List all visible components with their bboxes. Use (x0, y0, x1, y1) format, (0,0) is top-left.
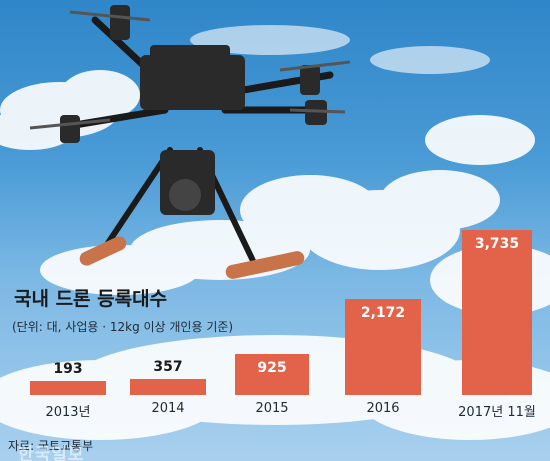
bar-1 (130, 379, 206, 395)
source-note: 자료: 국토교통부 (8, 439, 94, 453)
watermark-logo: 한국일보 (18, 445, 85, 461)
bar-value-label-2: 925 (257, 360, 287, 377)
category-label-2: 2015 (255, 401, 289, 416)
bar-value-label-0: 193 (53, 361, 83, 377)
bar-value-label-3: 2,172 (360, 305, 406, 322)
bar-value-label-1: 357 (153, 359, 183, 376)
bar-2 (235, 354, 309, 395)
bar-value-label-4: 3,735 (474, 236, 520, 252)
category-label-0: 2013년 (45, 405, 91, 420)
bar-0 (30, 381, 106, 395)
category-label-3: 2016 (366, 401, 400, 416)
chart-subtitle: (단위: 대, 사업용 · 12kg 이상 개인용 기준) (12, 320, 234, 334)
chart-title: 국내 드론 등록대수 (14, 288, 168, 310)
category-label-4: 2017년 11월 (458, 405, 536, 420)
category-label-1: 2014 (151, 401, 185, 416)
bar-4 (462, 230, 532, 395)
bar-3 (345, 299, 421, 395)
